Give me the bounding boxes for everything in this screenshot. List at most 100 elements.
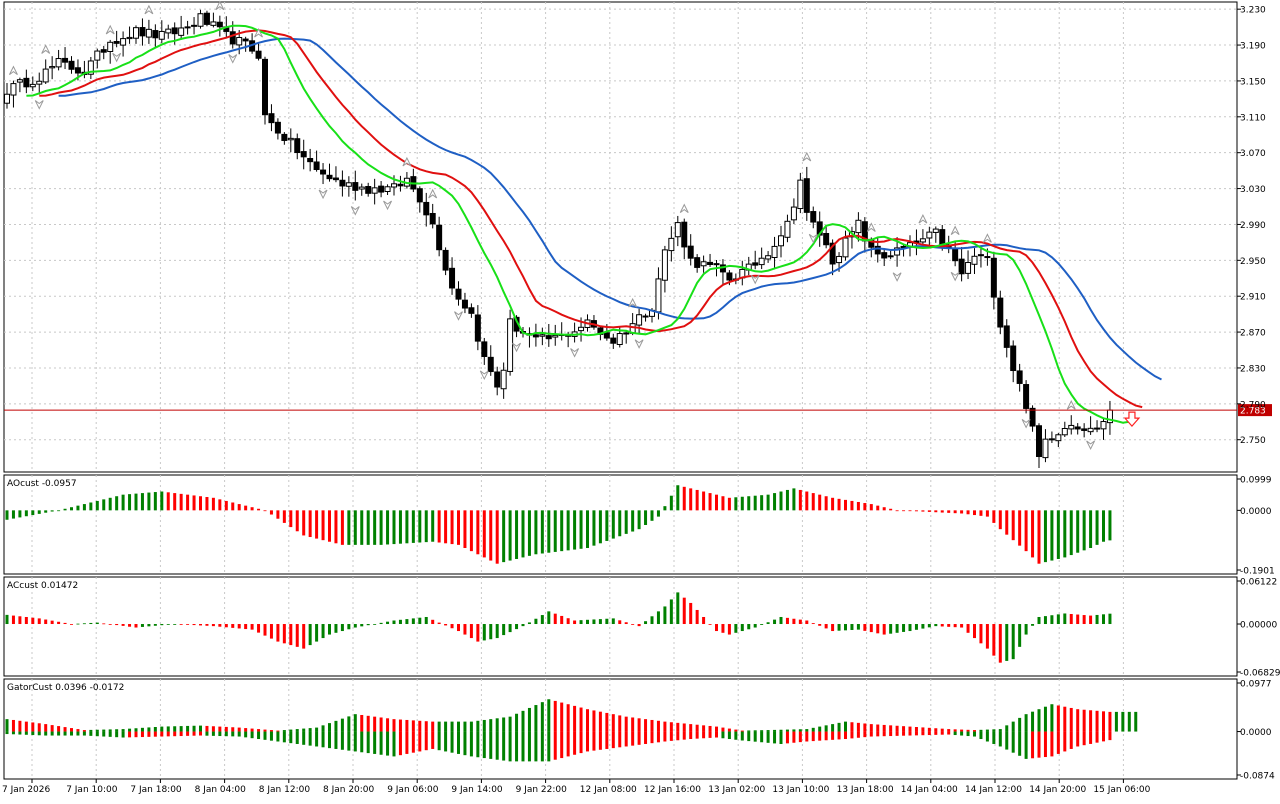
gator-lower-bar [689, 731, 693, 740]
gator-upper-bar [721, 727, 725, 732]
candle [532, 334, 539, 338]
histogram-bar [656, 510, 660, 517]
histogram-bar [515, 624, 519, 630]
histogram-bar [631, 510, 635, 532]
gator-upper-bar [1031, 711, 1035, 732]
histogram-bar [785, 617, 789, 625]
gator-upper-bar [998, 729, 1002, 732]
gator-upper-bar [386, 718, 390, 732]
histogram-bar [237, 624, 241, 629]
fractal-up-icon [105, 24, 115, 35]
candle [100, 49, 107, 53]
gator-lower-bar [276, 731, 280, 742]
gator-upper-bar [618, 715, 622, 732]
histogram-bar [11, 615, 15, 625]
fractal-down-icon [1086, 440, 1096, 451]
histogram-bar [63, 622, 67, 625]
candle [145, 28, 152, 38]
histogram-bar [521, 510, 525, 558]
gator-upper-bar [431, 721, 435, 732]
x-tick-label: 12 Jan 16:00 [644, 785, 701, 795]
candle [10, 83, 17, 96]
histogram-bar [224, 500, 228, 511]
candle [365, 185, 372, 194]
gator-lower-bar [508, 731, 512, 762]
gator-lower-bar [115, 731, 119, 738]
histogram-bar [727, 497, 731, 511]
gator-lower-bar [985, 731, 989, 742]
alligator-teeth-line [39, 29, 1143, 409]
histogram-bar [1011, 510, 1015, 541]
histogram-bar [179, 624, 183, 625]
gator-upper-bar [31, 722, 35, 732]
candle [313, 161, 320, 171]
gator-lower-bar [1069, 731, 1073, 749]
candle [713, 263, 720, 266]
x-tick-label: 14 Jan 12:00 [965, 785, 1022, 795]
candle [178, 27, 185, 36]
candle [578, 326, 585, 332]
y-tick-label: 3.190 [1240, 42, 1266, 52]
histogram-bar [992, 624, 996, 656]
gator-lower-bar [1024, 731, 1028, 759]
candle [455, 288, 462, 300]
candle [958, 258, 965, 275]
histogram-bar [211, 497, 215, 511]
gator-upper-bar [1037, 709, 1041, 732]
histogram-bar [914, 510, 918, 512]
histogram-bar [837, 498, 841, 511]
candle [939, 229, 946, 246]
candle [1087, 427, 1094, 433]
gator-lower-bar [411, 731, 415, 753]
histogram-bar [889, 508, 893, 511]
candle [461, 299, 468, 309]
histogram-bar [598, 619, 602, 625]
gator-upper-bar [463, 721, 467, 732]
histogram-bar [392, 510, 396, 545]
histogram-bar [89, 502, 93, 511]
candle [997, 297, 1004, 328]
gator-upper-bar [482, 719, 486, 732]
gator-upper-bar [134, 728, 138, 732]
panel-frame-2 [3, 576, 1238, 677]
histogram-bar [257, 508, 261, 511]
histogram-bar [844, 624, 847, 631]
histogram-bar [140, 493, 144, 511]
gator-lower-bar [340, 731, 344, 750]
histogram-bar [289, 624, 293, 646]
gator-lower-bar [876, 731, 880, 737]
histogram-bar [850, 500, 854, 511]
histogram-bar [444, 510, 448, 544]
gator-lower-bar [18, 731, 22, 735]
fractal-down-icon [350, 206, 360, 216]
fractal-up-icon [679, 203, 689, 214]
gator-upper-bar [244, 728, 248, 732]
histogram-bar [244, 624, 248, 630]
candle [36, 80, 43, 85]
gator-upper-bar [611, 714, 615, 732]
gator-lower-bar [89, 731, 93, 736]
y-tick-label: -0.1901 [1240, 567, 1275, 577]
histogram-bar [753, 624, 757, 628]
gator-upper-bar [147, 727, 151, 732]
candle [1094, 427, 1101, 430]
gator-upper-bar [702, 725, 706, 732]
histogram-bar [998, 624, 1002, 663]
histogram-bar [921, 624, 925, 629]
histogram-bar [586, 510, 589, 549]
histogram-bar [966, 624, 970, 633]
gator-upper-bar [940, 728, 944, 732]
x-tick-label: 14 Jan 04:00 [901, 785, 958, 795]
gator-lower-bar [70, 731, 73, 736]
gator-upper-bar [844, 721, 847, 732]
fractal-down-icon [950, 271, 960, 282]
gator-lower-bar [618, 731, 622, 748]
gator-upper-bar [160, 726, 164, 732]
histogram-bar [1108, 510, 1112, 541]
histogram-bar [282, 510, 286, 523]
gator-lower-bar [37, 731, 41, 736]
histogram-bar [373, 510, 377, 545]
gator-lower-bar [308, 731, 312, 746]
